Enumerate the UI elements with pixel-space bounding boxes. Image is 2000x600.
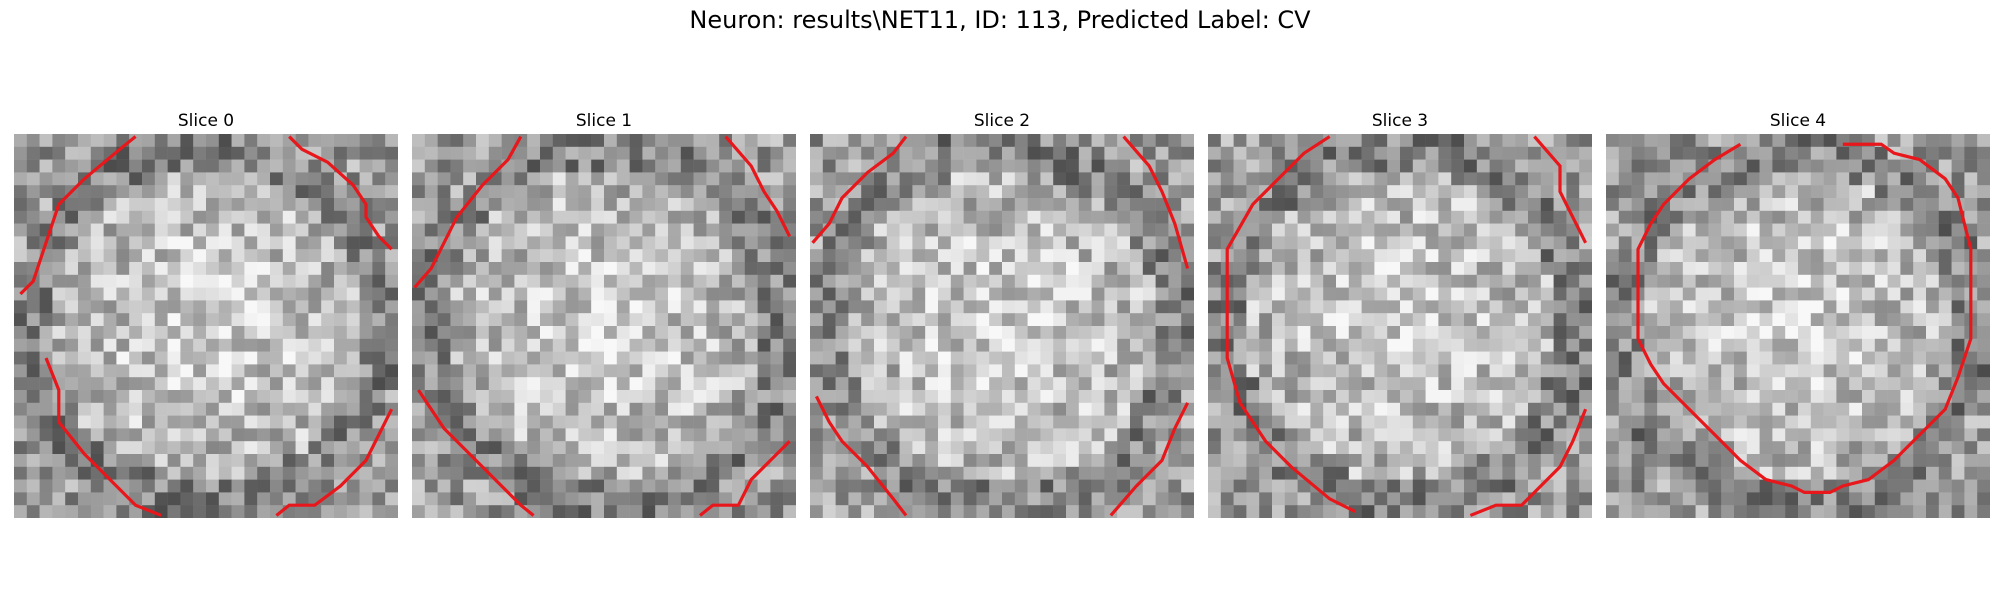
slice-image [14,134,398,518]
slice-panel-4: Slice 4 [1606,108,1990,518]
slice-title: Slice 1 [575,111,633,131]
slice-panel-2: Slice 2 [810,108,1194,518]
contour-upper-left [413,135,523,289]
contour-lower-left [814,395,908,517]
contour-upper-right [1122,135,1190,269]
contour-lower-right [275,408,394,517]
slice-panel-3: Slice 3 [1208,108,1592,518]
contour-upper-right [1533,135,1588,244]
slice-title: Slice 0 [177,111,235,131]
contour-lower-right [699,440,791,517]
contour-upper-right [724,135,792,238]
contour-lower-left [417,389,535,517]
contour-left-arc [1225,135,1356,514]
slice-image [1606,134,1990,518]
contour-lower-left [44,357,162,517]
slice-image [1208,134,1592,518]
contour-upper-left [811,135,908,244]
slice-image [810,134,1194,518]
slice-panel-0: Slice 0 [14,108,398,518]
contour-lower-right [1109,402,1190,517]
slice-image [412,134,796,518]
figure-title: Neuron: results\NET11, ID: 113, Predicte… [689,6,1311,34]
contour-closed [1636,142,1973,494]
slice-title: Slice 2 [973,111,1031,131]
contour-upper-left [19,135,137,296]
slice-title: Slice 3 [1371,111,1429,131]
slice-title: Slice 4 [1769,111,1827,131]
slice-panel-1: Slice 1 [412,108,796,518]
contour-upper-right [288,135,393,251]
contour-lower-right [1469,408,1588,517]
